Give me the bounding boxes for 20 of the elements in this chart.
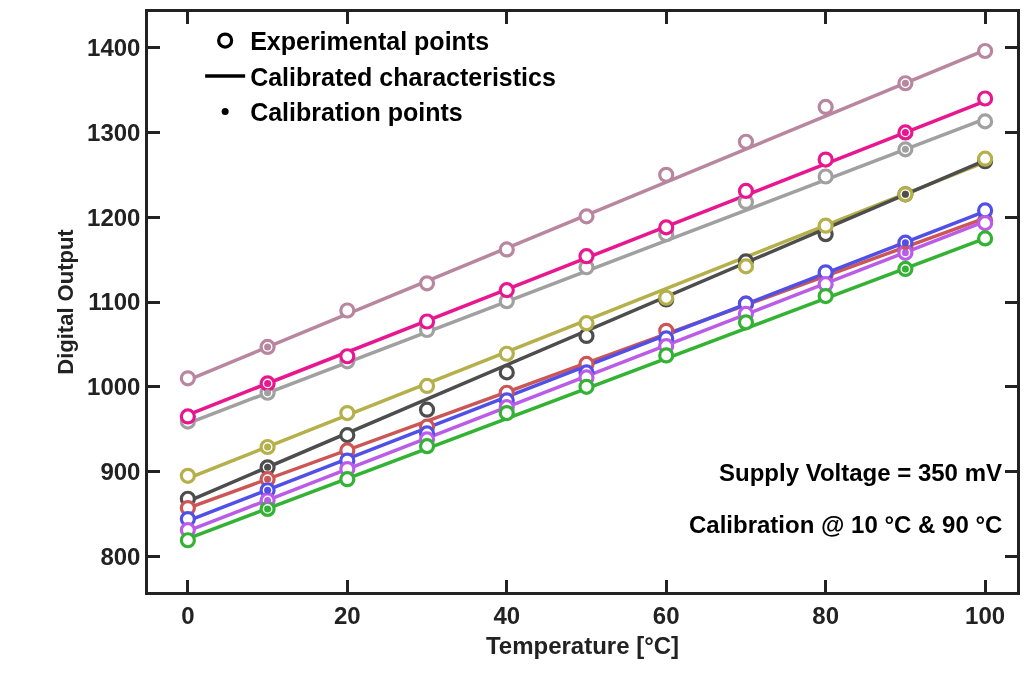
y-tick-label: 1100 [88, 288, 141, 316]
y-tick-label: 1300 [87, 118, 141, 146]
x-tick-label: 100 [965, 601, 1006, 629]
x-tick-label: 60 [652, 601, 680, 629]
annotation: Calibration @ 10 °C & 90 °C [689, 511, 1003, 538]
x-tick-label: 0 [181, 601, 195, 629]
x-tick-label: 20 [333, 601, 361, 629]
x-tick-label: 40 [493, 601, 521, 629]
legend-label: Calibrated characteristics [250, 62, 556, 91]
y-tick-label: 1200 [87, 203, 141, 231]
y-tick-label: 1000 [87, 373, 141, 401]
y-tick-label: 800 [100, 542, 141, 570]
x-axis-title: Temperature [°C] [485, 631, 680, 659]
legend-label: Experimental points [250, 27, 490, 56]
annotation: Supply Voltage = 350 mV [719, 459, 1002, 486]
y-tick-label: 900 [100, 457, 141, 485]
y-axis-title: Digital Output [52, 228, 78, 375]
x-tick-label: 80 [812, 601, 840, 629]
legend-label: Calibration points [250, 98, 463, 127]
y-tick-label: 1400 [87, 34, 141, 62]
